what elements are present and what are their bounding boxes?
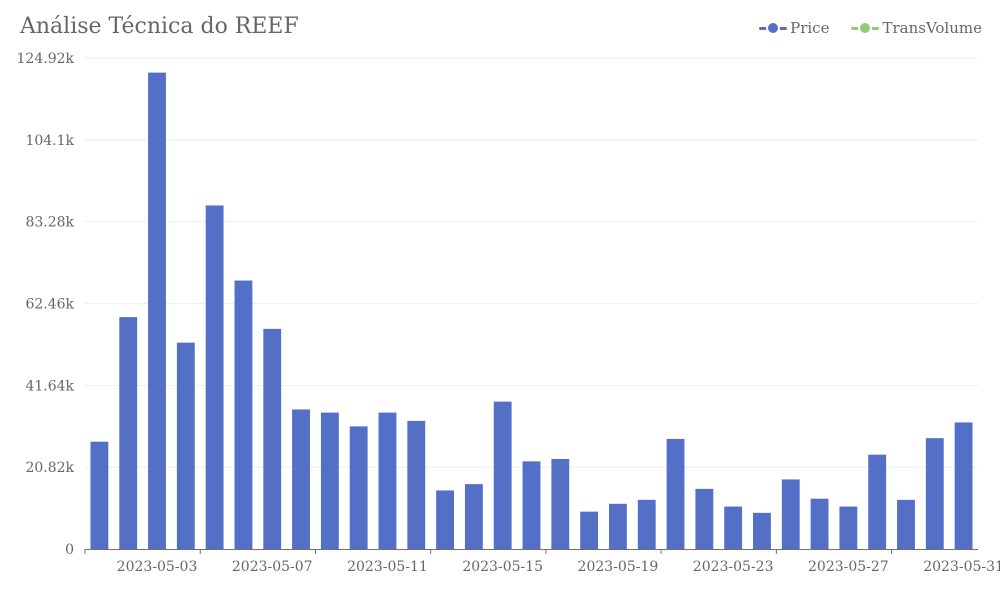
bar-2023-05-07[interactable]	[263, 328, 282, 549]
y-tick-label: 41.64k	[25, 378, 74, 394]
bar-2023-05-08[interactable]	[292, 409, 310, 549]
bar-2023-05-30[interactable]	[925, 438, 944, 549]
y-tick-label: 83.28k	[25, 215, 74, 231]
y-tick-label: 0	[65, 542, 74, 558]
bar-2023-05-11[interactable]	[378, 412, 397, 549]
bar-2023-05-31[interactable]	[954, 422, 973, 549]
bar-2023-05-14[interactable]	[464, 484, 483, 549]
line-circle-icon	[759, 21, 788, 35]
bar-2023-05-26[interactable]	[810, 498, 829, 549]
legend-item-price[interactable]: Price	[759, 19, 829, 37]
y-tick-label: 20.82k	[25, 460, 74, 476]
x-tick-label: 2023-05-03	[117, 559, 198, 575]
bar-2023-05-09[interactable]	[320, 412, 339, 549]
bar-2023-05-20[interactable]	[637, 499, 656, 549]
bar-2023-05-19[interactable]	[608, 503, 627, 549]
x-tick-label: 2023-05-27	[808, 559, 889, 575]
y-tick-label: 62.46k	[25, 297, 74, 313]
bar-2023-05-18[interactable]	[580, 511, 599, 549]
bar-2023-05-29[interactable]	[897, 499, 915, 549]
bar-series	[90, 72, 973, 549]
bar-2023-05-27[interactable]	[839, 506, 858, 549]
bar-2023-05-12[interactable]	[407, 420, 426, 549]
bar-2023-05-24[interactable]	[753, 512, 771, 549]
bar-2023-05-01[interactable]	[90, 441, 109, 549]
x-tick-label: 2023-05-07	[232, 559, 313, 575]
bar-2023-05-25[interactable]	[781, 479, 800, 549]
line-circle-icon	[851, 21, 880, 35]
legend-label-transvolume: TransVolume	[882, 19, 982, 37]
bar-2023-05-06[interactable]	[234, 280, 253, 549]
bar-2023-05-13[interactable]	[436, 490, 455, 549]
bar-2023-05-22[interactable]	[695, 488, 714, 549]
tick-labels: 0 20.82k 41.64k 62.46k 83.28k 104.1k 124.92k 20…	[17, 51, 1000, 575]
x-tick-label: 2023-05-23	[693, 559, 774, 575]
y-tick-label: 124.92k	[17, 51, 75, 67]
x-tick-label: 2023-05-15	[462, 559, 543, 575]
bar-2023-05-17[interactable]	[551, 458, 570, 549]
y-tick-label: 104.1k	[25, 133, 74, 149]
bar-2023-05-21[interactable]	[666, 438, 685, 549]
bar-2023-05-02[interactable]	[119, 317, 138, 549]
x-tick-label: 2023-05-11	[347, 559, 428, 575]
legend-dot-transvolume	[858, 21, 873, 35]
legend-item-transvolume[interactable]: TransVolume	[851, 19, 982, 37]
bar-2023-05-16[interactable]	[522, 461, 541, 549]
bar-2023-05-10[interactable]	[349, 426, 368, 549]
x-tick-label: 2023-05-31	[923, 559, 1000, 575]
legend-label-price: Price	[790, 19, 830, 37]
bar-2023-05-28[interactable]	[868, 454, 887, 549]
bar-2023-05-04[interactable]	[176, 342, 195, 549]
bar-2023-05-03[interactable]	[148, 72, 166, 549]
x-tick-label: 2023-05-19	[578, 559, 659, 575]
legend-dot-price	[766, 21, 781, 35]
bar-2023-05-23[interactable]	[724, 506, 743, 549]
legend: Price TransVolume	[759, 19, 982, 37]
chart-title: Análise Técnica do REEF	[20, 14, 299, 39]
bar-2023-05-15[interactable]	[493, 401, 512, 549]
axes	[84, 549, 978, 554]
bar-2023-05-05[interactable]	[205, 205, 224, 549]
